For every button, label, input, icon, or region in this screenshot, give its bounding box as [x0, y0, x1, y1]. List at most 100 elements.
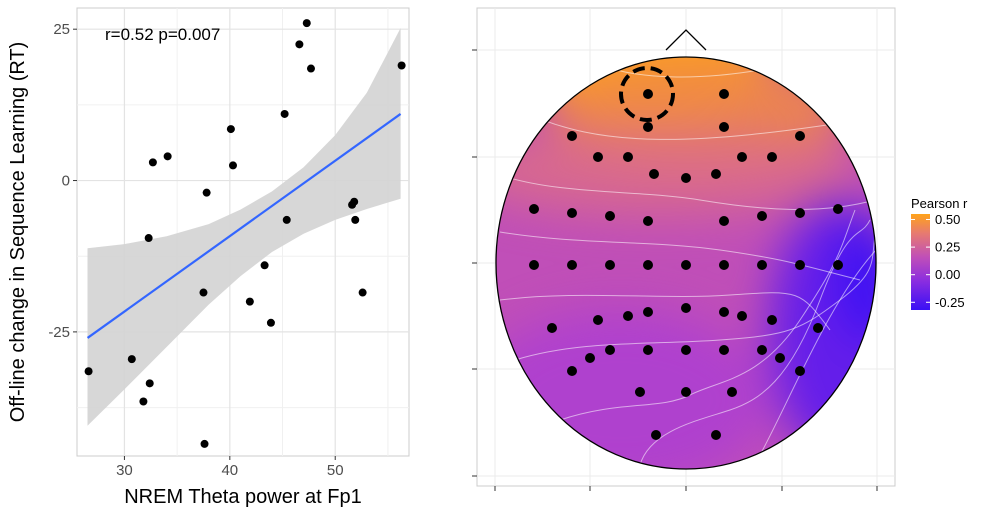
electrode	[795, 366, 805, 376]
x-tick-label: 30	[116, 462, 133, 479]
electrode	[529, 204, 539, 214]
electrode	[681, 345, 691, 355]
electrode	[737, 311, 747, 321]
electrode	[757, 260, 767, 270]
electrode	[719, 345, 729, 355]
electrode	[719, 307, 729, 317]
electrode	[681, 173, 691, 183]
electrode	[605, 345, 615, 355]
electrode	[605, 211, 615, 221]
electrode	[711, 169, 721, 179]
electrode	[775, 353, 785, 363]
x-tick-label: 50	[327, 462, 344, 479]
y-tick-label: 0	[62, 173, 70, 190]
electrode	[643, 345, 653, 355]
y-tick-label: 25	[53, 21, 70, 38]
data-point	[295, 40, 304, 49]
data-point	[228, 161, 237, 170]
electrode	[757, 211, 767, 221]
electrode	[833, 204, 843, 214]
electrode	[529, 260, 539, 270]
data-point	[144, 234, 153, 243]
contour-lines	[499, 64, 876, 466]
electrode	[567, 208, 577, 218]
data-point	[163, 152, 172, 161]
scatter-points	[84, 19, 406, 448]
y-axis-title: Off-line change in Sequence Learning (RT…	[7, 42, 29, 423]
electrode	[635, 387, 645, 397]
data-point	[145, 379, 154, 388]
data-point	[351, 215, 360, 224]
electrode	[623, 152, 633, 162]
colorbar-ticks: 0.50 0.25 0.00 -0.25	[911, 212, 965, 310]
colorbar-legend: Pearson r 0.50 0.25 0.00 -0.25	[911, 196, 968, 310]
data-point	[282, 215, 291, 224]
data-point	[260, 261, 269, 270]
electrode	[643, 122, 653, 132]
electrode	[643, 216, 653, 226]
electrode	[567, 131, 577, 141]
colorbar-tick-label: 0.50	[935, 212, 960, 227]
data-point	[226, 125, 235, 134]
x-axis-title: NREM Theta power at Fp1	[124, 486, 362, 508]
electrode	[757, 345, 767, 355]
electrode	[737, 152, 747, 162]
colorbar-tick-label: 0.25	[935, 240, 960, 255]
data-point	[306, 64, 315, 73]
electrode	[643, 89, 653, 99]
legend-title: Pearson r	[911, 196, 968, 211]
electrode	[711, 430, 721, 440]
correlation-annotation: r=0.52 p=0.007	[105, 25, 220, 44]
data-point	[280, 109, 289, 118]
electrode	[547, 323, 557, 333]
electrode	[605, 260, 615, 270]
electrode	[643, 260, 653, 270]
data-point	[266, 318, 275, 327]
data-point	[350, 197, 359, 206]
x-tick-label: 40	[221, 462, 238, 479]
regression-line-segment	[86, 113, 402, 339]
data-point	[84, 367, 93, 376]
data-point	[202, 188, 211, 197]
data-point	[200, 439, 209, 448]
electrode	[767, 152, 777, 162]
electrode	[767, 315, 777, 325]
data-point	[148, 158, 157, 167]
electrode	[649, 169, 659, 179]
data-point	[139, 397, 148, 406]
electrode	[681, 387, 691, 397]
electrode	[813, 323, 823, 333]
y-tick-label: -25	[48, 324, 70, 341]
regression-line	[86, 113, 402, 339]
electrode	[795, 131, 805, 141]
nose-marker	[665, 29, 707, 51]
heat-region	[496, 125, 860, 215]
data-point	[245, 297, 254, 306]
scatter-panel: 30 40 50 25 0 -25 r=0.52 p=0.007 NREM Theta p…	[7, 7, 410, 508]
head-outline	[495, 56, 877, 470]
electrode	[833, 260, 843, 270]
electrode	[651, 430, 661, 440]
data-point	[199, 288, 208, 297]
heat-region	[840, 220, 876, 340]
electrode	[727, 387, 737, 397]
electrode	[719, 216, 729, 226]
electrode	[795, 208, 805, 218]
electrode	[567, 366, 577, 376]
electrode	[719, 89, 729, 99]
electrode	[681, 260, 691, 270]
electrode	[623, 311, 633, 321]
electrode	[719, 260, 729, 270]
data-point	[358, 288, 367, 297]
electrode	[593, 315, 603, 325]
data-point	[302, 19, 311, 28]
data-point	[397, 61, 406, 70]
highlight-ring	[619, 66, 675, 122]
electrode	[795, 260, 805, 270]
electrode	[585, 353, 595, 363]
colorbar-tick-label: 0.00	[935, 267, 960, 282]
electrode	[681, 303, 691, 313]
scatter-ticks: 30 40 50 25 0 -25	[48, 21, 343, 479]
colorbar	[911, 214, 930, 310]
